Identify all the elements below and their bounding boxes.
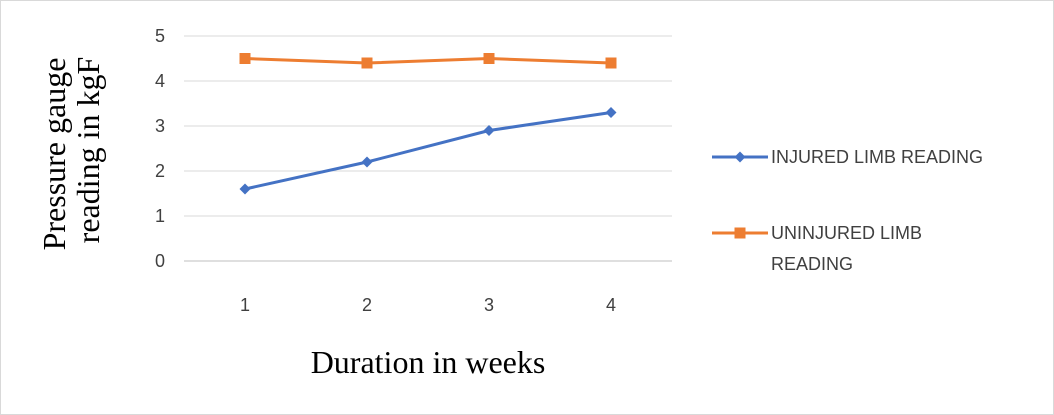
data-point-1 [605,107,617,118]
x-axis-title: Duration in weeks [311,344,546,380]
y-tick-label: 1 [155,206,165,226]
data-point-1 [361,156,373,168]
legend-marker-1 [734,151,746,163]
y-tick-label: 3 [155,116,165,136]
series-line-2 [243,57,613,65]
x-tick-label: 3 [484,295,494,315]
legend-label-2: READING [771,254,853,274]
series-group [239,53,617,195]
data-point-2 [483,53,495,64]
data-point-1 [239,183,251,195]
data-point-2 [361,57,373,69]
data-point-2 [605,57,617,69]
legend-marker-2 [734,227,746,239]
data-point-2 [239,53,251,64]
y-axis-title: Pressure gauge reading in kgF [36,50,106,251]
legend-label-1: INJURED LIMB READING [771,147,983,167]
x-tick-label: 1 [240,295,250,315]
y-axis-ticks: 0 1 2 3 4 5 [155,26,165,271]
y-tick-label: 0 [155,251,165,271]
data-point-1 [483,125,495,136]
legend-label-2: UNINJURED LIMB [771,223,922,243]
y-tick-label: 2 [155,161,165,181]
y-tick-label: 5 [155,26,165,46]
x-axis-ticks: 1 2 3 4 [240,295,616,315]
gridlines [184,35,672,262]
legend: INJURED LIMB READING UNINJURED LIMB READIN… [712,147,983,274]
y-axis-title-line-1: Pressure gauge [36,58,72,251]
y-axis-title-line-2: reading in kgF [70,57,106,244]
series-line-1 [243,111,613,191]
x-tick-label: 4 [606,295,616,315]
x-tick-label: 2 [362,295,372,315]
y-tick-label: 4 [155,71,165,91]
